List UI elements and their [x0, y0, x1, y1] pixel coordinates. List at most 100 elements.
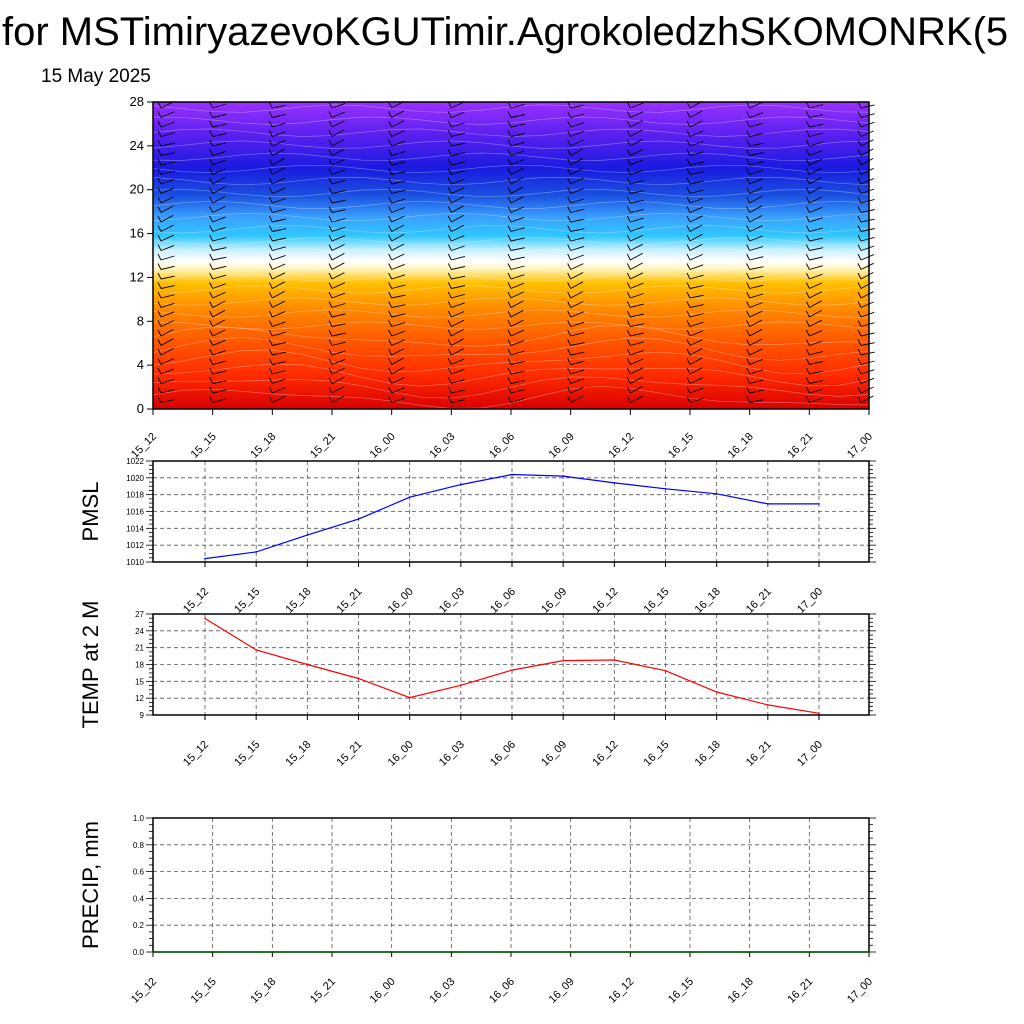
contour-line — [152, 200, 870, 209]
wind-barb-flag — [507, 149, 512, 156]
wind-barb — [510, 237, 525, 242]
wind-barb — [510, 141, 525, 147]
wind-barb — [570, 198, 585, 204]
wind-barb-flag — [157, 367, 162, 375]
wind-barb — [451, 235, 465, 242]
wind-barb-flag — [805, 377, 810, 384]
wind-barb — [212, 113, 227, 118]
wind-barb — [860, 148, 874, 156]
wind-barb-flag — [626, 120, 631, 128]
wind-barb-flag — [268, 158, 273, 166]
wind-barb — [630, 169, 644, 175]
wind-barb-flag — [857, 244, 862, 251]
wind-barb-flag — [268, 263, 273, 270]
wind-barb-flag — [328, 139, 333, 147]
wind-barb-flag — [626, 244, 631, 251]
wind-barb-flag — [805, 111, 810, 118]
wind-barb — [689, 243, 703, 251]
wind-barb — [160, 399, 175, 403]
wind-barb-flag — [328, 377, 333, 384]
y-tick-label: 1014 — [126, 524, 144, 533]
wind-barb — [809, 247, 824, 251]
wind-barb-flag — [447, 329, 452, 337]
wind-barb — [860, 188, 875, 194]
wind-barb — [570, 228, 585, 232]
wind-barb — [749, 246, 764, 251]
wind-barb — [160, 214, 174, 223]
wind-barb-flag — [857, 206, 862, 213]
y-tick-label: 1020 — [126, 474, 144, 483]
wind-barb-flag — [746, 377, 751, 384]
wind-barb — [272, 387, 286, 394]
wind-barb-flag — [447, 206, 452, 213]
wind-barb — [212, 339, 226, 346]
wind-barb-flag — [686, 272, 691, 280]
wind-barb — [510, 397, 525, 403]
wind-barb — [689, 274, 704, 280]
wind-barb — [860, 342, 875, 346]
wind-barb-flag — [157, 101, 162, 109]
y-tick-label: 1016 — [126, 508, 144, 517]
wind-barb — [212, 265, 227, 270]
wind-barb-flag — [209, 339, 214, 346]
wind-barb — [860, 311, 875, 318]
wind-barb — [809, 227, 824, 232]
wind-barb-flag — [328, 101, 333, 109]
wind-barb-flag — [507, 168, 512, 175]
data-point — [767, 704, 769, 706]
wind-barb — [451, 368, 465, 375]
wind-barb — [510, 389, 525, 394]
wind-barb-flag — [686, 339, 691, 346]
wind-barb — [630, 385, 643, 394]
wind-barb-flag — [686, 101, 691, 109]
x-tick-label: 16_12 — [590, 586, 620, 616]
wind-barb — [570, 378, 584, 384]
wind-barb-flag — [447, 310, 452, 318]
wind-barb-flag — [157, 339, 162, 346]
wind-barb-flag — [209, 329, 214, 337]
wind-barb — [630, 293, 644, 299]
wind-barb-flag — [328, 348, 333, 356]
wind-barb-flag — [268, 348, 273, 356]
wind-barb — [510, 123, 525, 128]
wind-barb-flag — [857, 358, 862, 365]
data-point — [664, 669, 667, 672]
wind-barb-flag — [626, 149, 631, 156]
wind-barb — [570, 386, 584, 394]
wind-barb-flag — [805, 139, 810, 147]
wind-barb — [160, 285, 175, 289]
wind-barb — [570, 208, 585, 213]
x-tick-label: 16_18 — [693, 586, 723, 616]
wind-barb-flag — [567, 339, 572, 346]
wind-barb-flag — [328, 215, 333, 223]
wind-barb — [689, 171, 704, 175]
wind-barb — [749, 187, 763, 194]
wind-barb — [630, 252, 643, 261]
wind-barb — [689, 110, 703, 118]
x-tick-label: 15_18 — [283, 586, 313, 616]
wind-barb-flag — [447, 301, 452, 308]
wind-barb — [689, 233, 703, 242]
wind-barb — [809, 123, 824, 128]
wind-barb-flag — [805, 196, 810, 204]
wind-barb-flag — [328, 396, 333, 403]
wind-barb-flag — [328, 339, 333, 346]
wind-barb-flag — [209, 111, 214, 118]
wind-barb-flag — [567, 111, 572, 118]
wind-barb-flag — [209, 291, 214, 299]
wind-barb-flag — [567, 377, 572, 384]
wind-barb — [570, 254, 584, 261]
wind-barb — [331, 341, 346, 346]
wind-barb — [749, 235, 763, 242]
wind-barb-flag — [209, 396, 214, 403]
wind-barb — [689, 330, 704, 337]
wind-barb-flag — [746, 320, 751, 327]
wind-barb-flag — [857, 139, 862, 147]
wind-barb-flag — [746, 149, 751, 156]
data-point — [255, 551, 257, 553]
wind-barb-flag — [209, 272, 214, 280]
wind-barb-flag — [746, 196, 751, 204]
wind-barb — [160, 378, 175, 384]
wind-barb-flag — [268, 310, 273, 318]
wind-barbs — [157, 100, 875, 403]
